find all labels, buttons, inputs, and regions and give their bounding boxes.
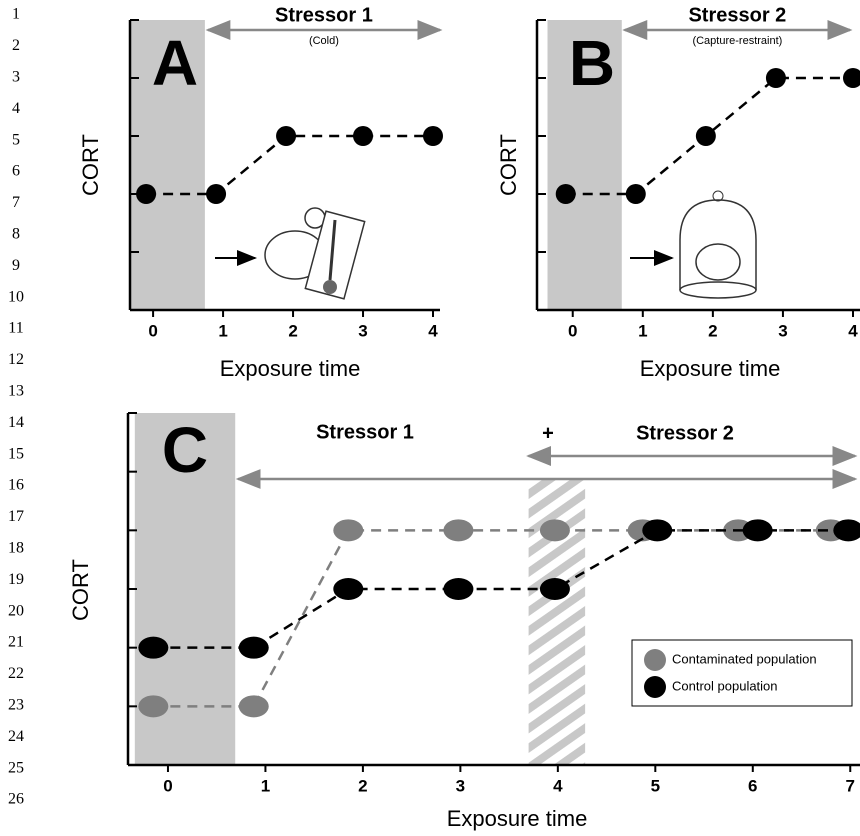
- line-number: 12: [8, 351, 24, 368]
- x-tick-label: 2: [358, 776, 367, 795]
- line-number: 2: [12, 37, 20, 54]
- panel: 0 1 2 3 4 5 6 7 CORT Exposure time C Stressor 1 + Str…: [68, 413, 860, 831]
- x-tick-label: 5: [651, 776, 660, 795]
- line-number: 13: [8, 382, 24, 399]
- data-point: [843, 68, 860, 88]
- data-point: [540, 578, 570, 600]
- line-number: 8: [12, 225, 20, 242]
- line-number: 3: [12, 68, 20, 85]
- data-point: [136, 184, 156, 204]
- line-number: 18: [8, 539, 24, 556]
- line-number: 4: [12, 100, 20, 117]
- x-tick-label: 4: [553, 776, 563, 795]
- line-number: 5: [12, 131, 20, 148]
- x-tick-label: 1: [638, 321, 647, 340]
- panel-letter: B: [569, 27, 615, 99]
- line-number: 16: [8, 477, 24, 494]
- data-point: [276, 126, 296, 146]
- data-point: [239, 695, 269, 717]
- line-number: 10: [8, 288, 24, 305]
- data-point: [353, 126, 373, 146]
- stressor-label: Stressor 1: [316, 421, 414, 443]
- data-point: [239, 637, 269, 659]
- x-tick-label: 4: [428, 321, 438, 340]
- series-line: [153, 530, 848, 647]
- stressor-label: Stressor 1: [275, 4, 373, 26]
- data-point: [423, 126, 443, 146]
- line-number: 20: [8, 602, 24, 619]
- x-tick-label: 1: [218, 321, 227, 340]
- line-number: 6: [12, 163, 20, 180]
- x-tick-label: 0: [163, 776, 172, 795]
- legend-swatch: [644, 649, 666, 671]
- line-number: 26: [8, 791, 24, 808]
- line-number: 14: [8, 414, 24, 431]
- data-point: [333, 578, 363, 600]
- data-point: [642, 519, 672, 541]
- data-point: [556, 184, 576, 204]
- line-number: 25: [8, 759, 24, 776]
- y-axis-label: CORT: [68, 559, 93, 621]
- panel-letter: A: [152, 27, 198, 99]
- x-axis-label: Exposure time: [640, 356, 781, 381]
- x-tick-label: 2: [288, 321, 297, 340]
- line-number: 21: [8, 634, 24, 651]
- y-axis-label: CORT: [496, 134, 521, 196]
- legend-label: Control population: [672, 678, 778, 693]
- legend-label: Contaminated population: [672, 651, 817, 666]
- line-number: 15: [8, 445, 24, 462]
- legend-swatch: [644, 676, 666, 698]
- stressor-label: Stressor 2: [636, 422, 734, 444]
- line-number: 24: [8, 728, 24, 745]
- data-point: [766, 68, 786, 88]
- panel: 0 1 2 3 4 CORT Exposure time A Stressor 1 (Cold): [78, 4, 443, 381]
- x-tick-label: 3: [456, 776, 465, 795]
- line-number: 22: [8, 665, 24, 682]
- x-tick-label: 1: [261, 776, 270, 795]
- legend: Contaminated population Control populatio…: [632, 640, 852, 706]
- data-point: [443, 519, 473, 541]
- figure: 1234567891011121314151617181920212223242…: [0, 0, 860, 836]
- x-axis-label: Exposure time: [220, 356, 361, 381]
- line-number: 9: [12, 257, 20, 274]
- y-axis-label: CORT: [78, 134, 103, 196]
- x-tick-label: 4: [848, 321, 858, 340]
- x-tick-label: 3: [778, 321, 787, 340]
- panel-letter: C: [162, 414, 208, 486]
- data-point: [626, 184, 646, 204]
- panel: 0 1 2 3 4 CORT Exposure time B Stressor 2 (Captur…: [496, 4, 860, 381]
- x-axis-label: Exposure time: [447, 806, 588, 831]
- x-tick-label: 6: [748, 776, 757, 795]
- data-point: [540, 519, 570, 541]
- data-point: [443, 578, 473, 600]
- line-number: 11: [8, 320, 23, 337]
- line-number: 19: [8, 571, 24, 588]
- x-tick-label: 2: [708, 321, 717, 340]
- plus-label: +: [542, 422, 554, 444]
- line-number: 17: [8, 508, 24, 525]
- data-point: [206, 184, 226, 204]
- x-tick-label: 3: [358, 321, 367, 340]
- data-point: [743, 519, 773, 541]
- x-tick-label: 0: [568, 321, 577, 340]
- data-point: [333, 519, 363, 541]
- data-point: [696, 126, 716, 146]
- line-number: 23: [8, 696, 24, 713]
- stressor-note: (Capture-restraint): [692, 35, 782, 47]
- stressor-label: Stressor 2: [688, 4, 786, 26]
- legend-box: [632, 640, 852, 706]
- data-point: [138, 637, 168, 659]
- line-number: 7: [12, 194, 20, 211]
- x-tick-label: 7: [846, 776, 855, 795]
- line-number: 1: [12, 6, 20, 23]
- stressor-note: (Cold): [309, 35, 339, 47]
- x-tick-label: 0: [148, 321, 157, 340]
- illustration: [142, 191, 756, 299]
- data-point: [138, 695, 168, 717]
